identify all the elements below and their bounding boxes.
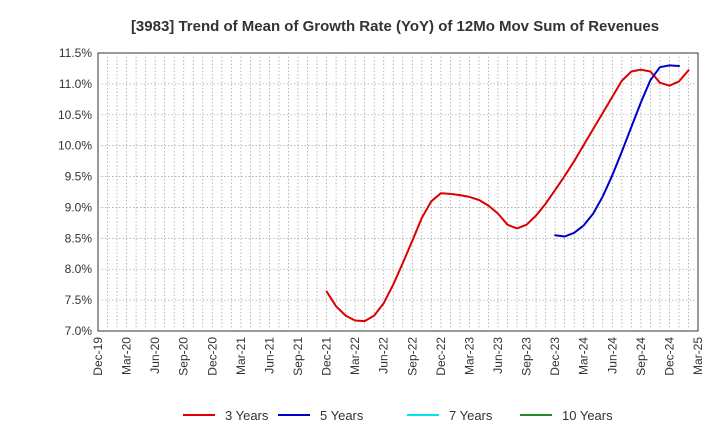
y-tick-label: 10.0%	[58, 139, 92, 153]
x-tick-label: Jun-22	[377, 337, 391, 374]
x-tick-label: Jun-24	[605, 337, 619, 374]
x-tick-label: Mar-20	[120, 337, 134, 375]
x-tick-label: Jun-23	[491, 337, 505, 374]
x-tick-label: Sep-20	[177, 337, 191, 376]
y-axis-ticks: 7.0% 7.5% 8.0% 8.5% 9.0% 9.5% 10.0% 10.5% 11.0% 1…	[58, 46, 92, 338]
x-tick-label: Sep-22	[405, 337, 419, 376]
x-tick-label: Dec-19	[91, 337, 105, 376]
plot-area	[97, 52, 699, 332]
x-tick-label: Dec-21	[320, 337, 334, 376]
grid	[98, 53, 698, 331]
y-tick-label: 9.0%	[65, 200, 93, 214]
x-tick-label: Mar-21	[234, 337, 248, 375]
series-line-3-years	[325, 68, 690, 323]
x-tick-label: Mar-23	[462, 337, 476, 375]
x-tick-label: Sep-21	[291, 337, 305, 376]
y-tick-label: 11.5%	[59, 46, 92, 60]
x-tick-label: Dec-23	[548, 337, 562, 376]
x-tick-label: Jun-20	[148, 337, 162, 374]
y-tick-label: 11.0%	[59, 77, 92, 91]
chart-title: [3983] Trend of Mean of Growth Rate (YoY…	[131, 18, 659, 35]
x-tick-label: Mar-22	[348, 337, 362, 375]
x-tick-label: Sep-24	[634, 337, 648, 376]
y-tick-label: 10.5%	[58, 108, 92, 122]
x-tick-label: Dec-24	[662, 337, 676, 376]
legend-label: 10 Years	[562, 408, 613, 423]
x-tick-label: Dec-20	[205, 337, 219, 376]
x-axis-ticks: Dec-19 Mar-20 Jun-20 Sep-20 Dec-20 Mar-21 Jun-…	[91, 337, 705, 376]
legend: 3 Years 5 Years 7 Years 10 Years	[183, 408, 613, 423]
y-tick-label: 8.0%	[65, 262, 93, 276]
y-tick-label: 8.5%	[65, 231, 93, 245]
x-tick-label: Sep-23	[520, 337, 534, 376]
legend-label: 5 Years	[320, 408, 364, 423]
x-tick-label: Mar-25	[691, 337, 705, 375]
y-tick-label: 9.5%	[65, 170, 93, 184]
legend-label: 3 Years	[225, 408, 269, 423]
x-tick-label: Jun-21	[262, 337, 276, 374]
x-tick-label: Dec-22	[434, 337, 448, 376]
y-tick-label: 7.5%	[65, 293, 93, 307]
y-tick-label: 7.0%	[65, 324, 93, 338]
series-lines	[325, 64, 690, 323]
legend-label: 7 Years	[449, 408, 493, 423]
series-line-5-years	[554, 64, 680, 238]
x-tick-label: Mar-24	[577, 337, 591, 375]
